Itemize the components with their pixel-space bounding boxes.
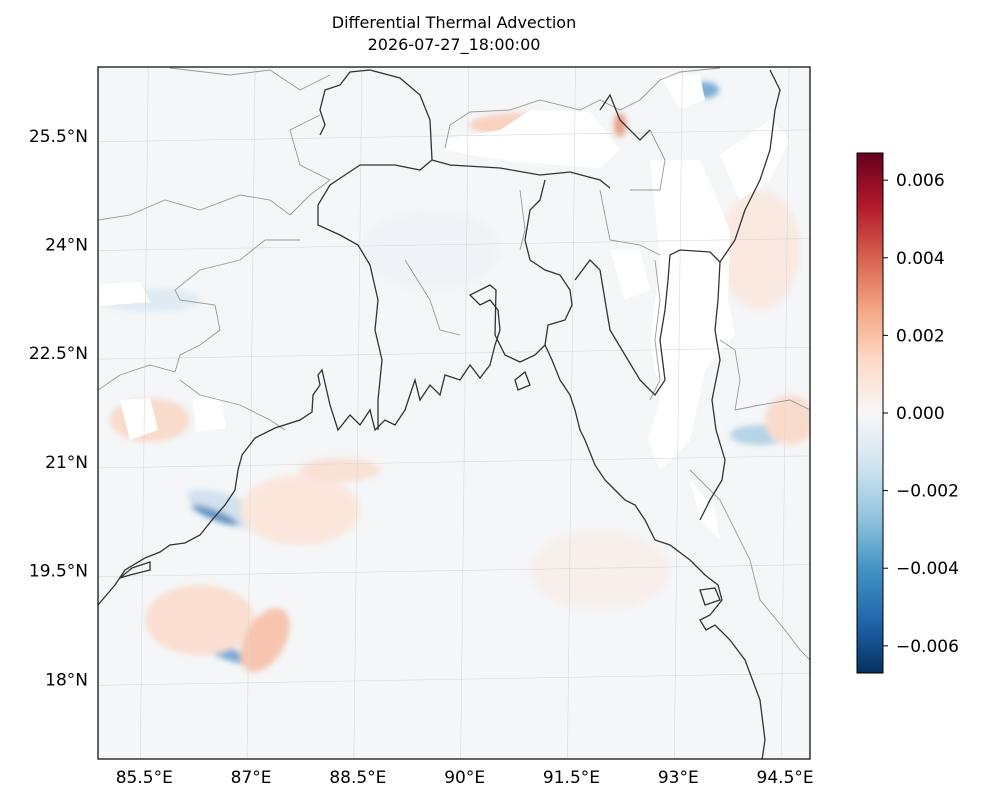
colorbar-tick-label: 0.004 [896, 249, 945, 269]
gridline-lon [780, 67, 790, 759]
gridline-lat [98, 346, 810, 360]
latitude-axis: 25.5°N 24°N 22.5°N 21°N 19.5°N 18°N [29, 127, 88, 690]
missing-data [100, 75, 790, 540]
lon-tick-label: 85.5°E [116, 768, 173, 788]
gridline-lon [353, 67, 363, 759]
colorbar: 0.006 0.004 0.002 0.000 −0.002 −0.004 −0.006 [856, 152, 959, 674]
gridlines [98, 67, 810, 759]
map-title: Differential Thermal Advection [331, 13, 577, 32]
admin-borders [98, 67, 810, 661]
gridline-lon [246, 67, 256, 759]
lat-tick-label: 25.5°N [29, 127, 88, 147]
map-subtitle: 2026-07-27_18:00:00 [367, 35, 541, 54]
colorbar-tick-label: −0.004 [896, 559, 959, 579]
lon-tick-label: 91.5°E [543, 768, 600, 788]
map-frame [97, 66, 811, 760]
lon-tick-label: 93°E [658, 768, 699, 788]
gridline-lon [460, 67, 469, 759]
coastline [98, 284, 766, 759]
gridline-lat [98, 672, 810, 686]
colorbar-tick-label: 0.006 [896, 171, 945, 191]
lon-tick-label: 87°E [231, 768, 272, 788]
colorbar-tick-label: 0.000 [896, 404, 945, 424]
gridline-lon [567, 67, 576, 759]
colorbar-tick-label: −0.002 [896, 482, 959, 502]
gridline-lon [139, 67, 149, 759]
lat-tick-label: 24°N [45, 236, 88, 256]
lat-tick-label: 21°N [45, 453, 88, 473]
colorbar-ticks: 0.006 0.004 0.002 0.000 −0.002 −0.004 −0.006 [883, 171, 959, 657]
advection-field [100, 82, 810, 672]
lat-tick-label: 18°N [45, 670, 88, 690]
longitude-axis: 85.5°E 87°E 88.5°E 90°E 91.5°E 93°E 94.5°E [116, 768, 814, 788]
colorbar-tick-label: 0.002 [896, 326, 945, 346]
gridline-lon [673, 67, 683, 759]
map-area [98, 67, 810, 759]
gridline-lat [98, 129, 810, 143]
colorbar-tick-label: −0.006 [896, 637, 959, 657]
lon-tick-label: 88.5°E [329, 768, 386, 788]
gridline-lat [98, 455, 810, 469]
colorbar-gradient [856, 152, 884, 674]
gridline-lat [98, 238, 810, 251]
lon-tick-label: 94.5°E [757, 768, 814, 788]
bangladesh-border [317, 69, 781, 521]
gridline-lat [98, 564, 810, 577]
lat-tick-label: 19.5°N [29, 562, 88, 582]
lat-tick-label: 22.5°N [29, 344, 88, 364]
lon-tick-label: 90°E [444, 768, 485, 788]
